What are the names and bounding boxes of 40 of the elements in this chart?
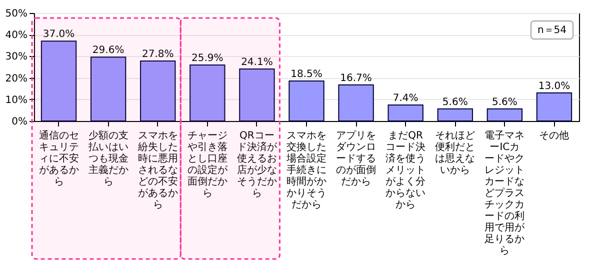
y-tick-label: 10%	[5, 94, 28, 106]
x-tick-label: スマホを交換した場合設定手続きに時間がかかりそうだから	[286, 130, 326, 210]
x-tick-label: それほど便利だとは思えないから	[435, 130, 476, 176]
bar	[190, 64, 226, 122]
data-label: 13.0%	[538, 80, 570, 92]
x-tick-label: QRコード決済が使えるお店が少なそうだから	[236, 130, 278, 199]
bar	[486, 108, 523, 122]
data-label: 5.6%	[442, 96, 468, 108]
bar	[40, 40, 77, 122]
data-label: 18.5%	[290, 69, 322, 80]
bar	[338, 84, 374, 122]
data-label: 37.0%	[42, 29, 75, 40]
x-tick-label: まだQRコード決済を使うメリットがよく分からないから	[386, 130, 426, 210]
bar	[536, 92, 572, 122]
y-tick-label: 0%	[12, 116, 28, 128]
x-tick-label: チャージや引き落とし口座の設定が面倒だから	[187, 130, 228, 199]
bar	[437, 108, 473, 122]
y-tick-label: 40%	[5, 30, 28, 42]
x-tick-label: 少額の支払いはいつも現金主義だから	[87, 130, 128, 188]
y-tick-label: 50%	[5, 8, 28, 20]
annotation: n＝54	[537, 25, 567, 36]
data-label: 16.7%	[340, 72, 372, 84]
x-tick-label: 通信のセキュリティに不安があるから	[38, 130, 79, 188]
data-label: 24.1%	[241, 56, 273, 68]
bar	[388, 104, 424, 122]
data-label: 27.8%	[142, 48, 174, 60]
y-tick-label: 20%	[5, 73, 28, 84]
data-label: 5.6%	[492, 96, 518, 108]
x-tick-label: アプリをダウンロードするのが面倒だから	[336, 130, 376, 188]
x-tick-label: スマホを紛失した時に悪用されるなどの不安があるから	[136, 130, 178, 210]
category-label: 電子マネーICカードやクレジットカードなどプラスチックカードの利用で用が足りるから	[484, 130, 525, 256]
bar	[239, 68, 275, 122]
data-label: 25.9%	[192, 53, 224, 64]
x-tick-label: その他	[539, 130, 570, 142]
bar	[288, 80, 324, 122]
bar	[140, 60, 176, 122]
bar	[90, 56, 126, 122]
y-tick-label: 30%	[5, 52, 28, 63]
data-label: 29.6%	[92, 45, 124, 56]
data-label: 7.4%	[392, 93, 418, 104]
